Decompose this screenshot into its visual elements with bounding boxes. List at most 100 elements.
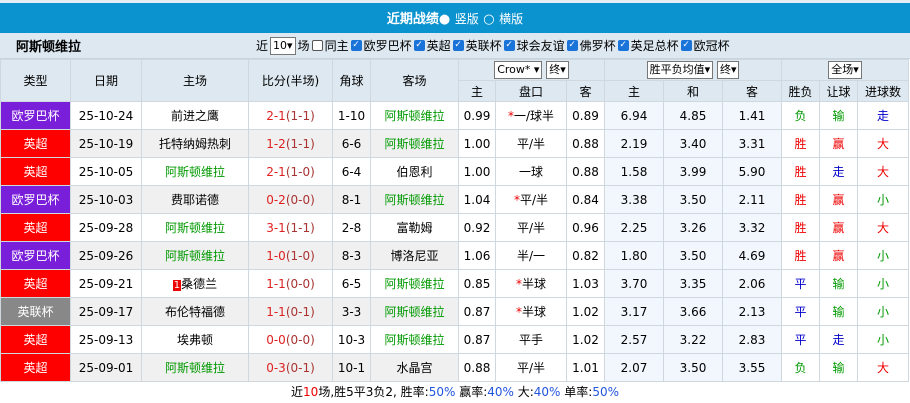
- home-team[interactable]: 阿斯顿维拉: [141, 353, 249, 382]
- odds-draw: 4.85: [663, 101, 724, 130]
- home-team-name: 阿斯顿维拉: [164, 165, 225, 179]
- home-team[interactable]: 阿斯顿维拉: [141, 241, 249, 270]
- match-type[interactable]: 英超: [0, 353, 71, 382]
- col-type: 类型: [0, 59, 71, 102]
- away-team[interactable]: 阿斯顿维拉: [370, 129, 459, 158]
- score-cell[interactable]: 2-1(1-0): [248, 157, 333, 186]
- star-mark: *: [507, 109, 514, 123]
- league-label: 英足总杯: [630, 39, 679, 53]
- radio-vertical[interactable]: ●: [438, 12, 451, 27]
- company-select[interactable]: Crow* ▾: [494, 61, 543, 79]
- odds-away: 3.31: [722, 129, 783, 158]
- score-cell[interactable]: 2-1(1-1): [248, 101, 333, 130]
- league-checkbox[interactable]: ✓: [503, 40, 515, 51]
- company-value: Crow*: [497, 63, 531, 76]
- odds-draw: 3.26: [663, 213, 724, 242]
- half-score: (0-1): [285, 304, 315, 319]
- league-checkbox[interactable]: ✓: [566, 40, 578, 51]
- handicap-text: 一球: [518, 165, 543, 179]
- handicap-home-odds: 1.06: [458, 241, 496, 270]
- handicap-result: 赢: [819, 129, 859, 158]
- match-type[interactable]: 欧罗巴杯: [0, 101, 71, 130]
- same-home-label: 同主: [324, 39, 349, 53]
- handicap-text: 半球: [521, 277, 546, 291]
- score-cell[interactable]: 3-1(1-1): [248, 213, 333, 242]
- handicap-line: 一球: [495, 157, 567, 186]
- goals-result: 走: [857, 101, 910, 130]
- league-checkbox[interactable]: ✓: [617, 40, 629, 51]
- odds-away: 5.90: [722, 157, 783, 186]
- handicap-result: 走: [819, 325, 859, 354]
- score-cell[interactable]: 0-3(0-1): [248, 353, 333, 382]
- half-score: (1-1): [285, 220, 315, 235]
- odds-home: 2.57: [604, 325, 665, 354]
- odds-draw: 3.50: [663, 185, 724, 214]
- count-select[interactable]: 10▾: [270, 36, 296, 55]
- subcol: 让球: [819, 80, 859, 102]
- handicap-line: 半/一: [495, 241, 567, 270]
- half-score: (1-0): [285, 248, 315, 263]
- league-label: 欧罗巴杯: [363, 39, 412, 53]
- final-select-1[interactable]: 终▾: [546, 61, 569, 79]
- home-team[interactable]: 前进之鹰: [141, 101, 249, 130]
- table-row: 英超 25-09-13 埃弗顿 0-0(0-0) 10-3 阿斯顿维拉 0.87…: [0, 325, 910, 354]
- home-team[interactable]: 埃弗顿: [141, 325, 249, 354]
- score-cell[interactable]: 1-2(1-1): [248, 129, 333, 158]
- match-type[interactable]: 英超: [0, 269, 71, 298]
- final-select-2[interactable]: 终▾: [716, 61, 740, 79]
- league-checkbox[interactable]: ✓: [680, 40, 692, 51]
- home-team[interactable]: 布伦特福德: [141, 297, 249, 326]
- result: 胜: [781, 241, 821, 270]
- scope-select[interactable]: 全场▾: [828, 61, 862, 79]
- handicap-result: 输: [819, 353, 859, 382]
- league-checkbox[interactable]: ✓: [413, 40, 425, 51]
- away-team[interactable]: 富勒姆: [370, 213, 459, 242]
- match-type[interactable]: 欧罗巴杯: [0, 241, 71, 270]
- handicap-text: 一/球半: [513, 109, 555, 123]
- league-label: 佛罗杯: [579, 39, 616, 53]
- score-cell[interactable]: 1-1(0-1): [248, 297, 333, 326]
- away-team[interactable]: 阿斯顿维拉: [370, 325, 459, 354]
- home-team[interactable]: 1桑德兰: [141, 269, 249, 298]
- handicap-home-odds: 1.04: [458, 185, 496, 214]
- radio-horizontal[interactable]: ○: [483, 12, 495, 27]
- away-team[interactable]: 阿斯顿维拉: [370, 101, 459, 130]
- match-type[interactable]: 英联杯: [0, 297, 71, 326]
- match-type[interactable]: 英超: [0, 325, 71, 354]
- home-team[interactable]: 费耶诺德: [141, 185, 249, 214]
- away-team[interactable]: 水晶宫: [370, 353, 459, 382]
- away-team[interactable]: 博洛尼亚: [370, 241, 459, 270]
- goals-result: 大: [857, 129, 910, 158]
- league-checkbox[interactable]: ✓: [452, 40, 464, 51]
- league-label: 欧冠杯: [693, 39, 730, 53]
- away-team[interactable]: 伯恩利: [370, 157, 459, 186]
- handicap-result: 走: [819, 157, 859, 186]
- table-row: 英超 25-09-01 阿斯顿维拉 0-3(0-1) 10-1 水晶宫 0.88…: [0, 353, 910, 382]
- match-type[interactable]: 英超: [0, 213, 71, 242]
- goals-result: 小: [857, 297, 910, 326]
- home-team[interactable]: 托特纳姆热刺: [141, 129, 249, 158]
- handicap-line: *平/半: [495, 185, 567, 214]
- match-type[interactable]: 欧罗巴杯: [0, 185, 71, 214]
- home-team[interactable]: 阿斯顿维拉: [141, 157, 249, 186]
- home-team[interactable]: 阿斯顿维拉: [141, 213, 249, 242]
- home-team-name: 托特纳姆热刺: [158, 137, 231, 151]
- handicap-away-odds: 0.82: [565, 241, 606, 270]
- home-team-name: 阿斯顿维拉: [164, 249, 225, 263]
- away-team[interactable]: 阿斯顿维拉: [370, 269, 459, 298]
- away-team[interactable]: 阿斯顿维拉: [370, 185, 459, 214]
- result: 平: [781, 269, 821, 298]
- handicap-line: 平/半: [495, 353, 567, 382]
- handicap-text: 平手: [518, 333, 543, 347]
- match-type[interactable]: 英超: [0, 129, 71, 158]
- score-cell[interactable]: 0-0(0-0): [248, 325, 333, 354]
- score-cell[interactable]: 1-1(0-0): [248, 269, 333, 298]
- same-home-checkbox[interactable]: [311, 40, 323, 51]
- match-type[interactable]: 英超: [0, 157, 71, 186]
- half-score: (0-0): [285, 276, 315, 291]
- league-checkbox[interactable]: ✓: [350, 40, 362, 51]
- score-cell[interactable]: 1-0(1-0): [248, 241, 333, 270]
- odds-type-select[interactable]: 胜平负均值▾: [646, 61, 714, 79]
- score-cell[interactable]: 0-2(0-0): [248, 185, 333, 214]
- away-team[interactable]: 阿斯顿维拉: [370, 297, 459, 326]
